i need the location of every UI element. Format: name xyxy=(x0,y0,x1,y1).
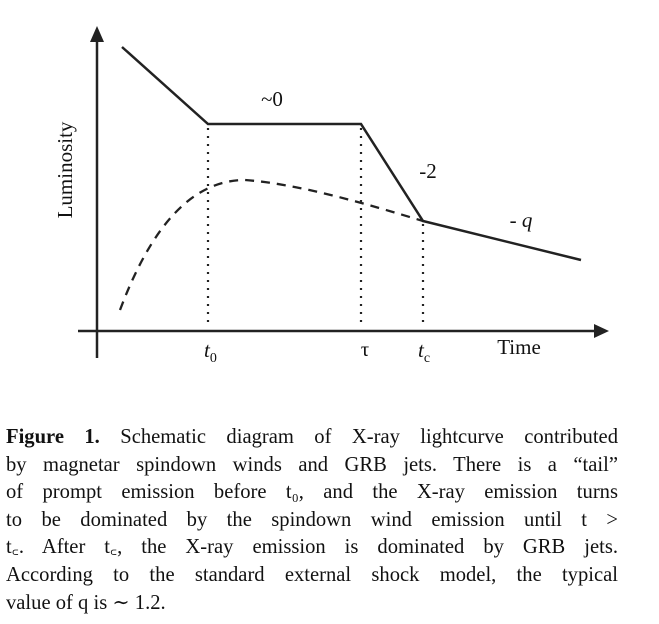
caption-line-4: to be dominated by the spindown wind emi… xyxy=(6,508,618,531)
caption-line-2: by magnetar spindown winds and GRB jets.… xyxy=(6,453,618,476)
t0-sub: 0 xyxy=(210,351,217,366)
dashed-spindown-curve xyxy=(118,178,424,311)
y-axis-arrow xyxy=(90,26,104,42)
slope-label-late-text: - q xyxy=(510,208,533,232)
tc-sub: c xyxy=(424,351,430,366)
slope-label-steep: -2 xyxy=(419,159,437,183)
caption-line-5: t꜀. After t꜀, the X-ray emission is domi… xyxy=(6,536,618,559)
caption-line-6: According to the standard external shock… xyxy=(6,563,618,586)
x-axis-arrow xyxy=(594,324,609,338)
caption-line-3: of prompt emission before t₀, and the X-… xyxy=(6,481,618,504)
solid-lightcurve xyxy=(121,46,582,262)
tick-label-tau: τ xyxy=(361,337,369,361)
x-axis-label: Time xyxy=(497,335,541,359)
figure-caption: Figure 1. Schematic diagram of X-ray lig… xyxy=(6,424,618,617)
t0-main: t xyxy=(204,338,211,362)
caption-line-7: value of q is ∼ 1.2. xyxy=(6,591,166,614)
caption-label: Figure 1. xyxy=(6,426,100,448)
y-axis-label: Luminosity xyxy=(53,121,77,218)
tick-label-t0: t0 xyxy=(204,338,217,366)
tc-main: t xyxy=(418,338,425,362)
slope-label-plateau: ~0 xyxy=(261,87,283,111)
slope-label-late: - q xyxy=(510,208,533,232)
caption-line-1: Figure 1. Schematic diagram of X-ray lig… xyxy=(6,424,618,452)
caption-line-1-text: Schematic diagram of X-ray lightcurve co… xyxy=(99,426,618,448)
tick-label-tc: tc xyxy=(418,338,430,366)
lightcurve-diagram: Luminosity ~0 -2 - q t0 τ tc Time xyxy=(53,26,609,366)
